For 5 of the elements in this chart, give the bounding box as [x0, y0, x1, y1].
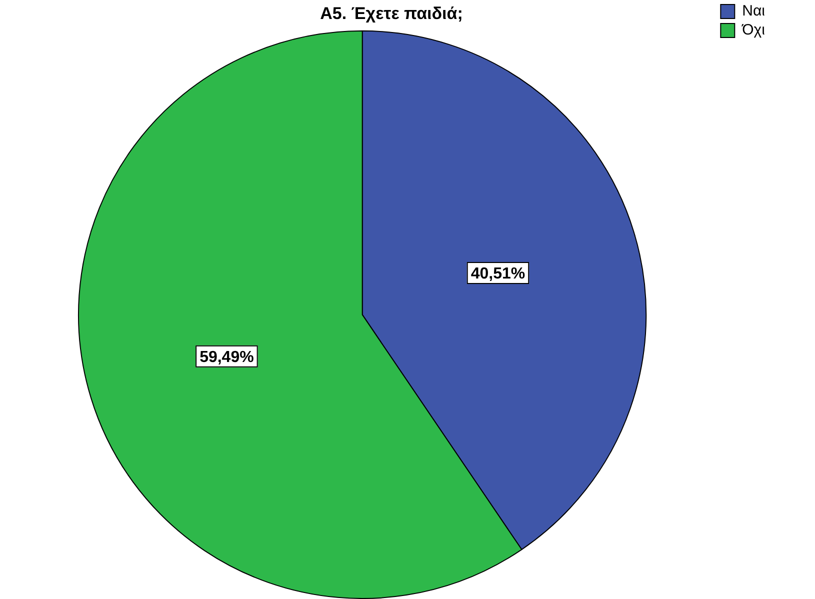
data-label: 40,51%: [470, 265, 526, 282]
legend-label: Ναι: [742, 2, 766, 20]
legend-label: Όχι: [741, 22, 765, 39]
chart-title: A5. Έχετε παιδιά;: [320, 4, 463, 23]
data-label: 59,49%: [200, 348, 254, 366]
